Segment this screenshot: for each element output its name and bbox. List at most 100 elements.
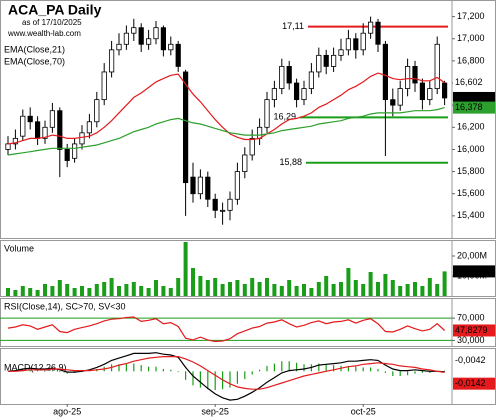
volume-bar	[102, 282, 107, 296]
volume-bar	[183, 242, 188, 296]
candle-body	[123, 32, 129, 45]
candle-body	[205, 176, 211, 200]
candle-body	[212, 198, 218, 211]
volume-bar	[257, 282, 262, 296]
histogram-bar	[177, 371, 179, 373]
histogram-bar	[59, 371, 61, 373]
candle-body	[94, 99, 100, 123]
y-tick-label: 16,200	[457, 122, 485, 132]
histogram-bar	[347, 365, 349, 372]
y-tick-label: 15,600	[457, 188, 485, 198]
candle-body	[42, 126, 48, 139]
candle-body	[116, 43, 122, 51]
histogram-bar	[362, 367, 364, 372]
histogram-bar	[281, 361, 283, 372]
candle-body	[145, 38, 152, 45]
candle-body	[168, 43, 174, 51]
histogram-bar	[51, 370, 53, 372]
y-tick-label: 70,000	[457, 312, 485, 322]
y-tick-label: 16,800	[457, 55, 485, 65]
histogram-bar	[140, 365, 142, 372]
volume-bar	[50, 286, 55, 296]
y-tick-label: 17,200	[457, 11, 485, 21]
volume-bar	[168, 288, 173, 296]
histogram-bar	[244, 371, 246, 380]
volume-bar	[6, 288, 10, 296]
candle-body	[286, 66, 292, 84]
histogram-bar	[266, 365, 268, 372]
candle-body	[434, 43, 440, 89]
candle-body	[49, 110, 56, 128]
y-tick-label: 30,000	[457, 335, 485, 345]
volume-bar	[361, 284, 366, 296]
volume-bar	[272, 284, 277, 296]
volume-bar	[57, 280, 62, 296]
histogram-bar	[37, 370, 39, 372]
histogram-bar	[170, 369, 172, 372]
volume-bar	[139, 286, 144, 296]
candle-body	[256, 126, 263, 139]
volume-bar	[339, 282, 343, 296]
last-value-box	[453, 101, 495, 114]
volume-bar	[390, 280, 395, 296]
volume-bar	[235, 280, 240, 296]
volume-bar	[398, 286, 403, 296]
candle-body	[301, 88, 307, 101]
histogram-bar	[236, 371, 238, 384]
candle-body	[427, 88, 433, 101]
histogram-bar	[325, 364, 327, 372]
last-value: 47,8279	[455, 325, 488, 335]
candle-body	[242, 154, 248, 172]
candle-body	[397, 88, 403, 106]
candle-body	[360, 32, 366, 51]
title: ACA_PA Daily	[8, 2, 102, 18]
histogram-bar	[333, 365, 335, 372]
candle-body	[249, 137, 255, 156]
volume-bar	[176, 278, 181, 296]
volume-bar	[161, 286, 166, 296]
volume-bar	[376, 282, 380, 296]
candle-body	[131, 27, 137, 34]
volume-bar	[20, 286, 25, 296]
candle-body	[412, 66, 418, 84]
y-tick-label: 17,000	[457, 33, 485, 43]
x-tick-label: oct-25	[351, 406, 376, 416]
histogram-bar	[207, 371, 209, 390]
ema-line	[7, 72, 445, 145]
volume-bar	[279, 286, 284, 296]
histogram-bar	[392, 371, 394, 376]
histogram-bar	[125, 363, 127, 372]
volume-bar	[287, 280, 292, 296]
volume-bar	[87, 288, 92, 296]
y-tick-label: 15,400	[457, 210, 485, 220]
histogram-bar	[148, 366, 150, 372]
macd-line	[7, 352, 445, 401]
candle-body	[382, 43, 389, 101]
volume-bar	[442, 271, 447, 296]
histogram-bar	[296, 362, 298, 372]
histogram-bar	[214, 371, 216, 390]
level-label: 17,11	[282, 21, 304, 31]
candle-body	[64, 149, 70, 161]
histogram-bar	[259, 369, 261, 372]
last-value: 16,378	[455, 102, 483, 112]
last-value: -0,0142	[455, 378, 486, 388]
macd-line	[8, 356, 445, 390]
candle-body	[27, 115, 33, 123]
histogram-bar	[288, 361, 290, 372]
histogram-bar	[384, 371, 386, 373]
candle-body	[375, 21, 381, 45]
source: www.wealth-lab.com	[7, 29, 81, 38]
last-value-box	[453, 76, 495, 89]
histogram-bar	[29, 369, 31, 372]
candle-body	[345, 38, 352, 51]
subtitle: as of 17/10/2025	[22, 18, 82, 27]
candle-body	[271, 88, 278, 101]
histogram-bar	[133, 363, 135, 372]
level-label: 15,88	[279, 157, 302, 167]
histogram-bar	[370, 367, 372, 372]
histogram-bar	[251, 371, 253, 375]
last-value: 16,602	[455, 77, 483, 87]
candle-body	[57, 110, 63, 150]
